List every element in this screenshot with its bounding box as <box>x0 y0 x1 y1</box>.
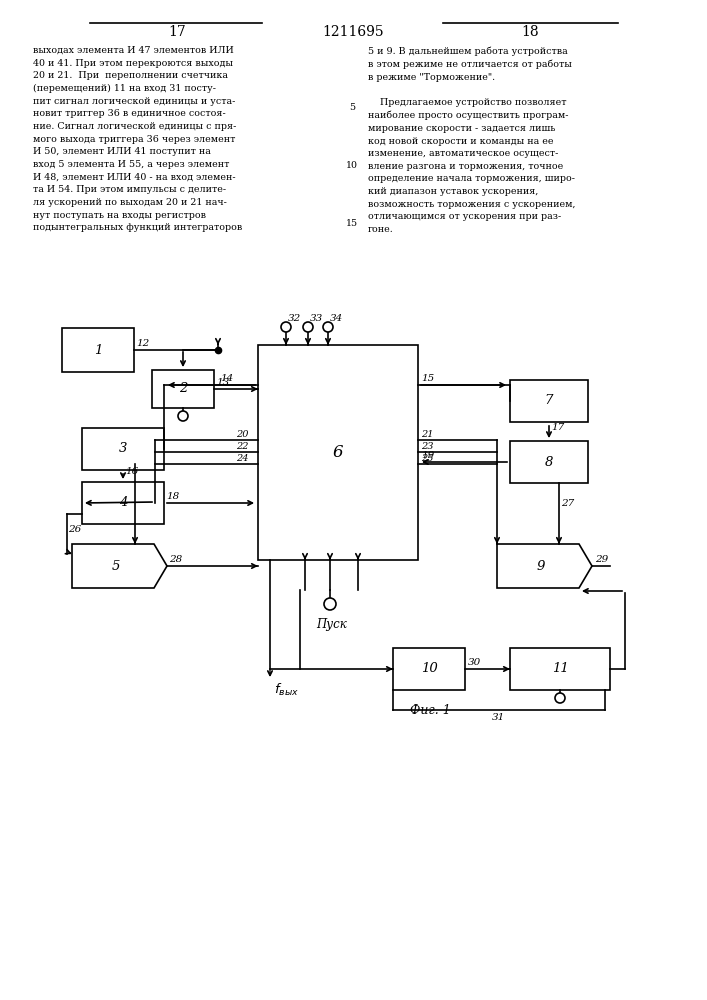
Text: выходах элемента И 47 элементов ИЛИ
40 и 41. При этом перекроются выходы
20 и 21: выходах элемента И 47 элементов ИЛИ 40 и… <box>33 46 243 232</box>
Bar <box>510 441 588 483</box>
Text: 12: 12 <box>136 339 149 348</box>
Circle shape <box>303 322 313 332</box>
Text: 20: 20 <box>236 430 248 439</box>
Bar <box>82 428 164 470</box>
Circle shape <box>555 693 565 703</box>
Text: 5 и 9. В дальнейшем работа устройства
в этом режиме не отличается от работы
в ре: 5 и 9. В дальнейшем работа устройства в … <box>368 46 575 234</box>
Circle shape <box>323 322 333 332</box>
Text: 34: 34 <box>330 314 344 323</box>
Text: 19: 19 <box>421 451 434 460</box>
Text: 3: 3 <box>119 442 127 456</box>
Bar <box>510 380 588 422</box>
Text: 24: 24 <box>236 454 248 463</box>
Text: 1: 1 <box>94 344 103 357</box>
Text: 15: 15 <box>346 219 358 228</box>
Text: 11: 11 <box>551 662 568 676</box>
Text: 26: 26 <box>68 525 81 534</box>
Text: 14: 14 <box>220 374 233 383</box>
Text: 30: 30 <box>468 658 481 667</box>
Bar <box>510 648 610 690</box>
Text: 21: 21 <box>421 430 433 439</box>
Text: $f_{вых}$: $f_{вых}$ <box>274 682 299 698</box>
Text: 22: 22 <box>236 442 248 451</box>
Text: 33: 33 <box>310 314 323 323</box>
Text: 32: 32 <box>288 314 301 323</box>
Text: Фиг. 1: Фиг. 1 <box>409 704 450 716</box>
Text: 18: 18 <box>521 25 539 39</box>
Text: 31: 31 <box>491 713 505 722</box>
Text: 7: 7 <box>545 394 553 408</box>
Text: 17: 17 <box>168 25 186 39</box>
Bar <box>152 370 214 408</box>
Text: Пуск: Пуск <box>317 618 347 631</box>
Text: 8: 8 <box>545 456 553 468</box>
Bar <box>258 345 418 560</box>
Text: 23: 23 <box>421 442 433 451</box>
Bar <box>62 328 134 372</box>
Text: 5: 5 <box>111 560 119 572</box>
Text: 2: 2 <box>179 382 187 395</box>
Bar <box>82 482 164 524</box>
Text: 4: 4 <box>119 496 127 510</box>
Text: 13: 13 <box>216 378 229 387</box>
Text: 10: 10 <box>346 160 358 169</box>
Text: 5: 5 <box>349 103 355 111</box>
Polygon shape <box>72 544 167 588</box>
Text: 28: 28 <box>169 555 182 564</box>
Text: 25: 25 <box>421 454 433 463</box>
Text: 29: 29 <box>595 555 608 564</box>
Text: 27: 27 <box>561 499 574 508</box>
Text: 9: 9 <box>537 560 544 572</box>
Polygon shape <box>497 544 592 588</box>
Text: 10: 10 <box>421 662 438 676</box>
Bar <box>393 648 465 690</box>
Text: 16: 16 <box>125 467 139 476</box>
Circle shape <box>178 411 188 421</box>
Text: 18: 18 <box>166 492 180 501</box>
Text: 1211695: 1211695 <box>322 25 384 39</box>
Text: 15: 15 <box>421 374 434 383</box>
Circle shape <box>281 322 291 332</box>
Circle shape <box>324 598 336 610</box>
Text: 17: 17 <box>551 422 564 432</box>
Text: 6: 6 <box>333 444 344 461</box>
